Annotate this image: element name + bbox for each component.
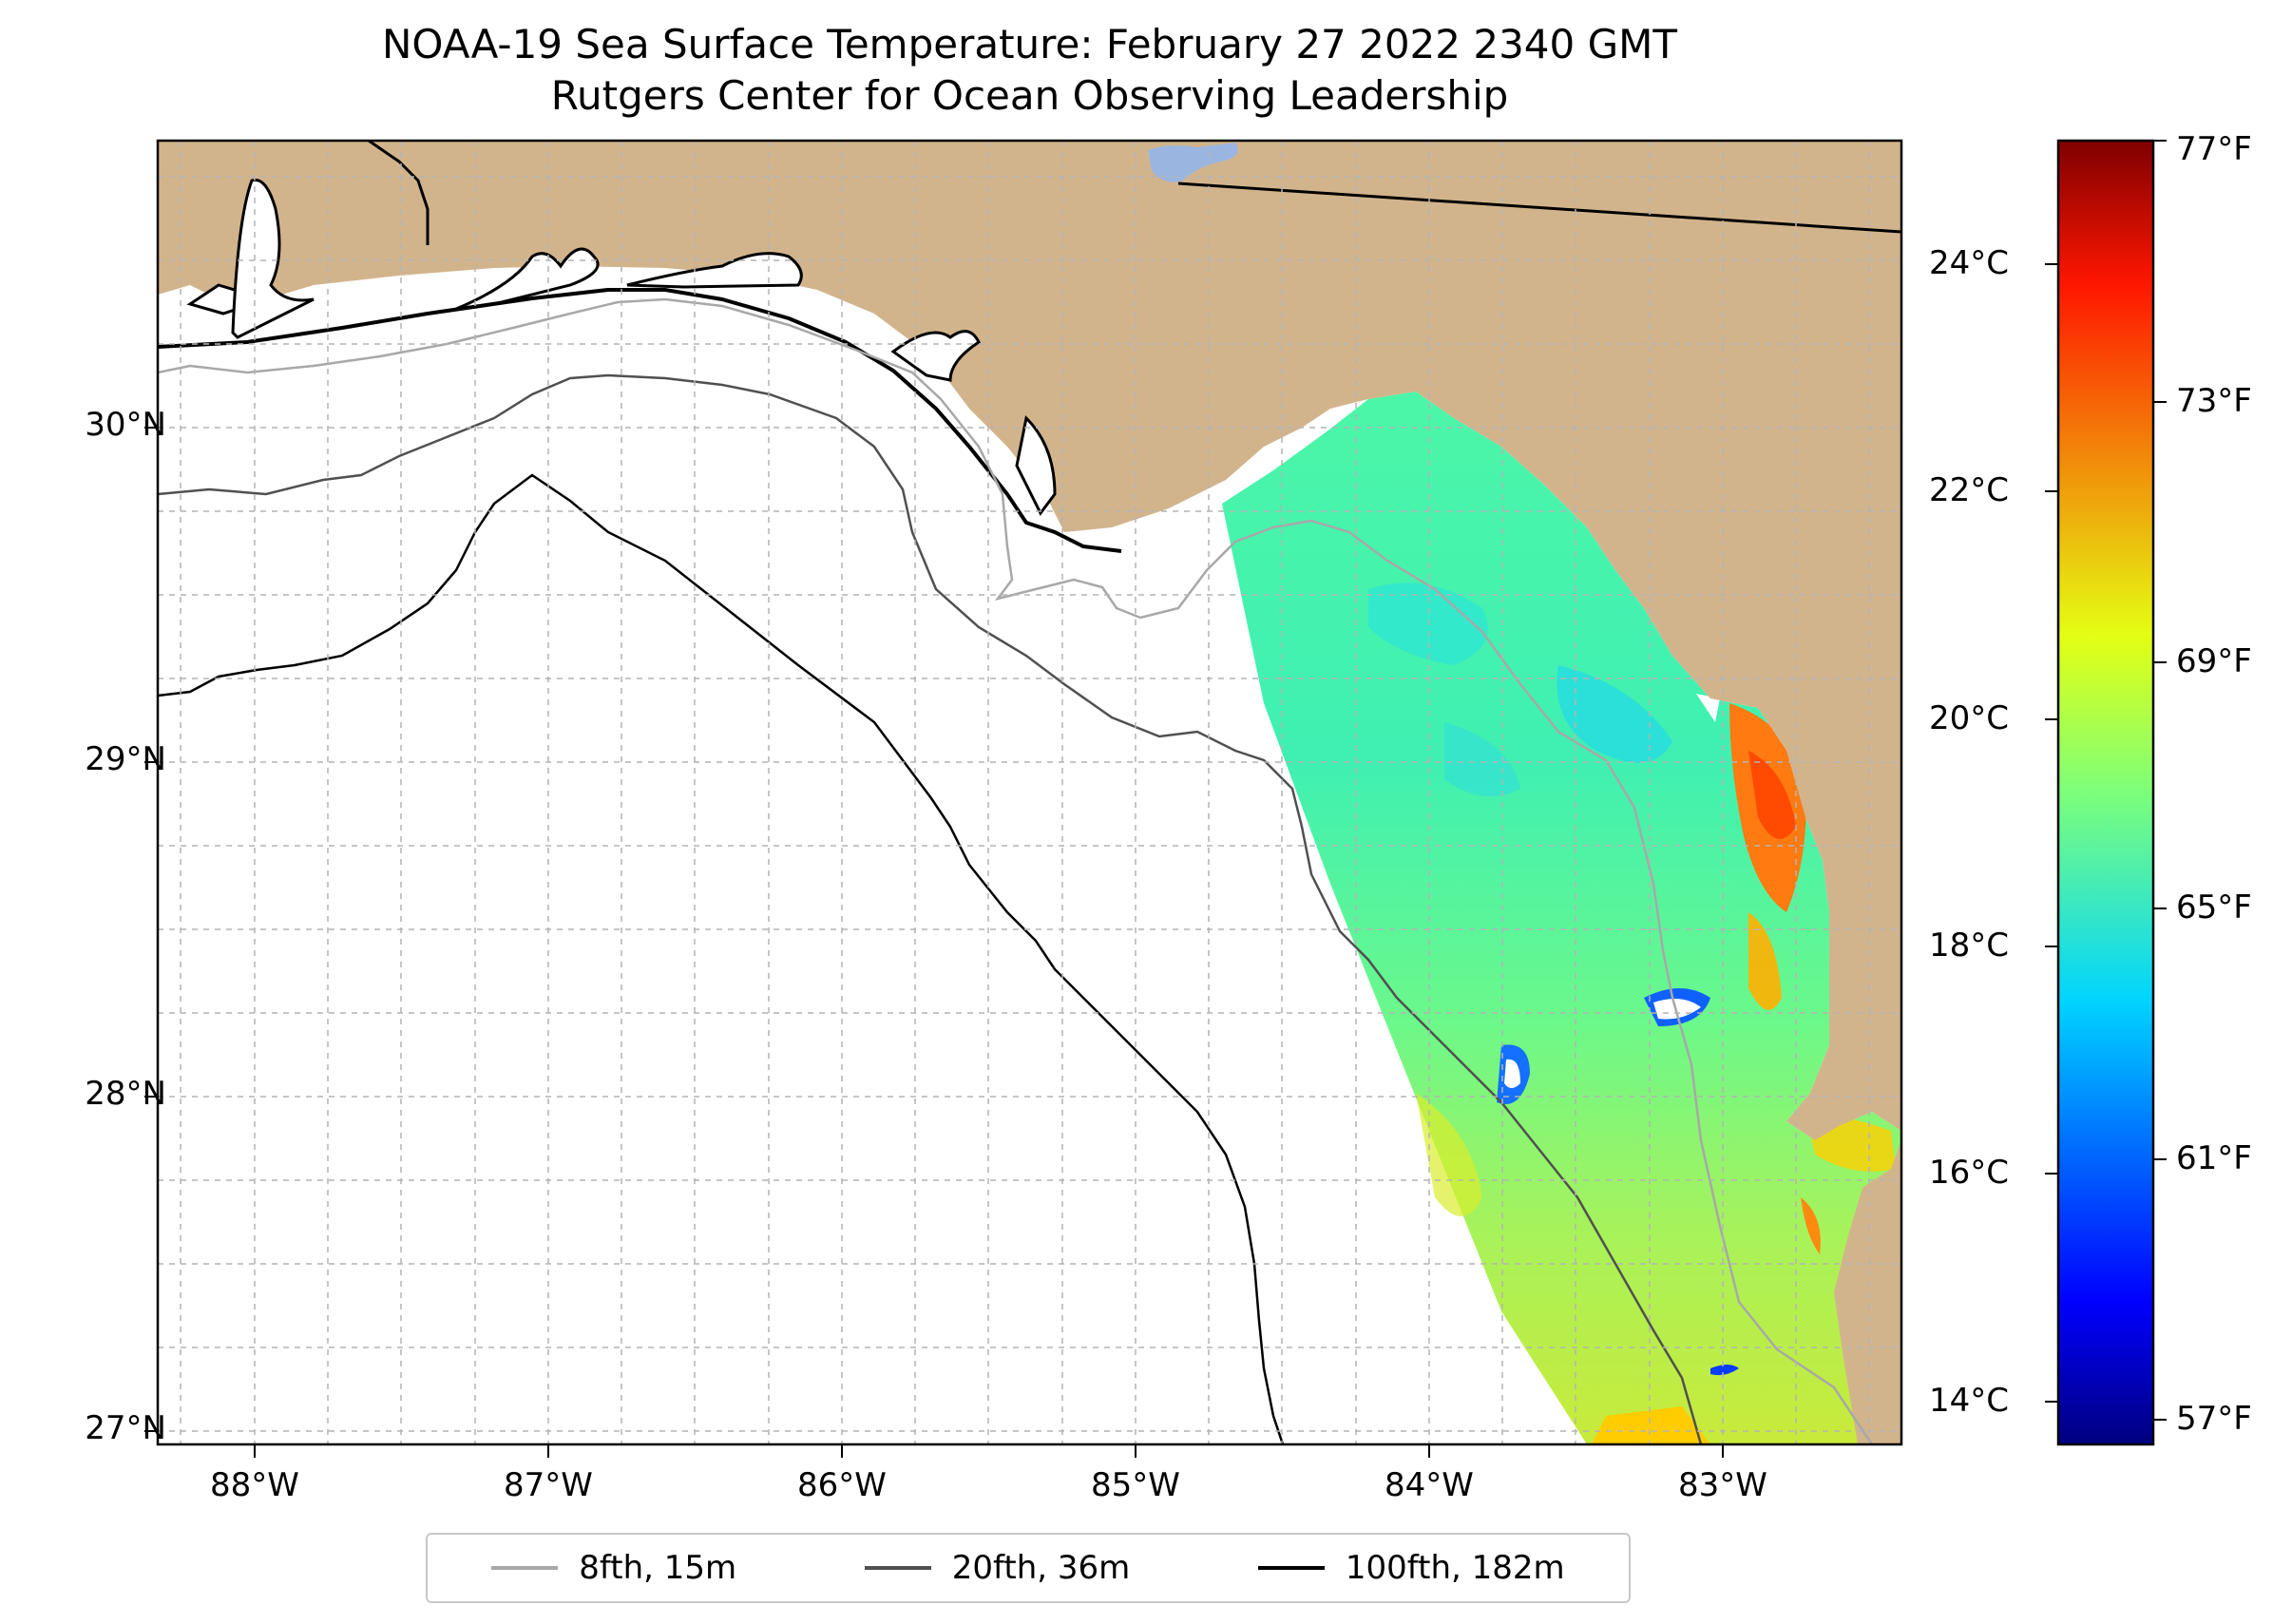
legend-item-100fth: 100fth, 182m: [1257, 1549, 1565, 1587]
lon-label-85: 85°W: [1091, 1466, 1180, 1504]
legend-label-20fth: 20fth, 36m: [951, 1549, 1131, 1587]
contour-8fth: [158, 297, 1874, 1444]
cb-celsius-22: 22°C: [1929, 471, 2010, 509]
plot-frame: [156, 139, 1903, 1446]
cb-fahrenheit-57: 57°F: [2176, 1400, 2252, 1438]
legend-label-100fth: 100fth, 182m: [1345, 1549, 1565, 1587]
lat-label-30: 30°N: [85, 406, 166, 444]
legend-item-8fth: 8fth, 15m: [491, 1549, 736, 1587]
land-panhandle: [158, 141, 1901, 1444]
lon-label-83: 83°W: [1678, 1466, 1767, 1504]
cb-celsius-24: 24°C: [1929, 244, 2010, 282]
legend-line-8fth: [491, 1566, 559, 1570]
legend-label-8fth: 8fth, 15m: [579, 1549, 737, 1587]
cb-fahrenheit-65: 65°F: [2176, 888, 2252, 927]
cb-fahrenheit-69: 69°F: [2176, 642, 2252, 680]
lon-label-87: 87°W: [504, 1466, 593, 1504]
cb-fahrenheit-77: 77°F: [2176, 130, 2252, 168]
cb-fahrenheit-73: 73°F: [2176, 382, 2252, 420]
lon-label-86: 86°W: [797, 1466, 887, 1504]
contour-20fth: [158, 373, 1703, 1444]
gridlines: [158, 141, 1901, 1444]
legend-item-20fth: 20fth, 36m: [864, 1549, 1131, 1587]
axis-ticks: [144, 427, 1724, 1458]
lat-label-28: 28°N: [85, 1075, 166, 1113]
cb-celsius-20: 20°C: [1929, 699, 2010, 737]
lat-label-27: 27°N: [85, 1409, 166, 1447]
chart-title: NOAA-19 Sea Surface Temperature: Februar…: [381, 21, 1678, 67]
cb-celsius-16: 16°C: [1929, 1154, 2010, 1192]
cb-celsius-18: 18°C: [1929, 927, 2010, 965]
colorbar-ticks: [2045, 140, 2167, 1421]
legend-line-100fth: [1257, 1566, 1325, 1570]
lat-label-29: 29°N: [85, 740, 166, 778]
legend-line-20fth: [864, 1566, 931, 1570]
cb-fahrenheit-61: 61°F: [2176, 1139, 2252, 1177]
contour-100fth: [158, 473, 1285, 1444]
sst-swath: [1222, 392, 1901, 1444]
lon-label-84: 84°W: [1385, 1466, 1474, 1504]
colorbar: [2056, 139, 2155, 1446]
chart-subtitle: Rutgers Center for Ocean Observing Leade…: [550, 72, 1509, 119]
lon-label-88: 88°W: [210, 1466, 299, 1504]
cb-celsius-14: 14°C: [1929, 1382, 2010, 1420]
legend: 8fth, 15m 20fth, 36m 100fth, 182m: [426, 1533, 1631, 1603]
